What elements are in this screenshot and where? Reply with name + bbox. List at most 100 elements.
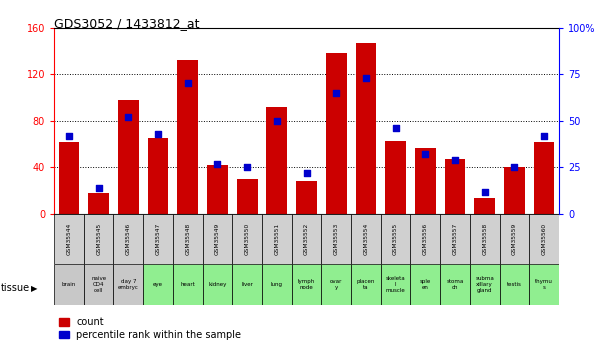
FancyBboxPatch shape — [351, 264, 381, 305]
Text: stoma
ch: stoma ch — [447, 279, 464, 290]
FancyBboxPatch shape — [262, 264, 291, 305]
Text: GSM35545: GSM35545 — [96, 223, 101, 255]
Text: GSM35552: GSM35552 — [304, 223, 309, 255]
Text: lymph
node: lymph node — [298, 279, 315, 290]
Text: subma
xillary
gland: subma xillary gland — [475, 276, 494, 293]
FancyBboxPatch shape — [84, 214, 114, 264]
Text: eye: eye — [153, 282, 163, 287]
Point — [213, 161, 222, 166]
Text: GSM35553: GSM35553 — [334, 223, 339, 255]
Text: testis: testis — [507, 282, 522, 287]
Legend: count, percentile rank within the sample: count, percentile rank within the sample — [59, 317, 242, 340]
FancyBboxPatch shape — [381, 264, 410, 305]
Text: thymu
s: thymu s — [535, 279, 553, 290]
FancyBboxPatch shape — [322, 214, 351, 264]
Point — [539, 133, 549, 138]
Text: GSM35556: GSM35556 — [423, 223, 428, 255]
Point — [153, 131, 163, 137]
FancyBboxPatch shape — [173, 264, 203, 305]
Point — [64, 133, 74, 138]
FancyBboxPatch shape — [54, 214, 84, 264]
Point — [94, 185, 103, 190]
Point — [124, 114, 133, 120]
Point — [421, 151, 430, 157]
Text: liver: liver — [241, 282, 253, 287]
Bar — [385, 140, 406, 214]
FancyBboxPatch shape — [529, 214, 559, 264]
Bar — [534, 142, 555, 214]
FancyBboxPatch shape — [499, 214, 529, 264]
Text: GSM35557: GSM35557 — [453, 223, 457, 255]
FancyBboxPatch shape — [232, 264, 262, 305]
Text: heart: heart — [180, 282, 195, 287]
FancyBboxPatch shape — [291, 214, 322, 264]
Bar — [415, 148, 436, 214]
Text: day 7
embryc: day 7 embryc — [118, 279, 139, 290]
FancyBboxPatch shape — [291, 264, 322, 305]
Text: naive
CD4
cell: naive CD4 cell — [91, 276, 106, 293]
Text: GSM35548: GSM35548 — [185, 223, 191, 255]
FancyBboxPatch shape — [203, 214, 232, 264]
FancyBboxPatch shape — [470, 214, 499, 264]
Point — [272, 118, 282, 124]
FancyBboxPatch shape — [203, 264, 232, 305]
FancyBboxPatch shape — [410, 214, 440, 264]
FancyBboxPatch shape — [84, 264, 114, 305]
Text: sple
en: sple en — [419, 279, 431, 290]
Text: kidney: kidney — [208, 282, 227, 287]
Bar — [445, 159, 465, 214]
FancyBboxPatch shape — [114, 214, 143, 264]
Text: GSM35554: GSM35554 — [364, 223, 368, 255]
Text: GSM35550: GSM35550 — [245, 223, 249, 255]
Point — [331, 90, 341, 96]
Bar — [148, 138, 168, 214]
FancyBboxPatch shape — [440, 214, 470, 264]
Text: GSM35551: GSM35551 — [274, 223, 279, 255]
Bar — [296, 181, 317, 214]
Bar — [207, 165, 228, 214]
Text: tissue: tissue — [1, 283, 30, 293]
FancyBboxPatch shape — [499, 264, 529, 305]
Text: skeleta
l
muscle: skeleta l muscle — [386, 276, 406, 293]
Text: placen
ta: placen ta — [357, 279, 375, 290]
FancyBboxPatch shape — [143, 264, 173, 305]
Text: GSM35549: GSM35549 — [215, 223, 220, 255]
Text: brain: brain — [62, 282, 76, 287]
FancyBboxPatch shape — [114, 264, 143, 305]
Bar — [504, 167, 525, 214]
Text: GSM35555: GSM35555 — [393, 223, 398, 255]
Bar — [88, 193, 109, 214]
Text: GSM35546: GSM35546 — [126, 223, 131, 255]
Text: GSM35544: GSM35544 — [67, 223, 72, 255]
Point — [480, 189, 489, 194]
Text: GSM35560: GSM35560 — [542, 223, 546, 255]
Text: lung: lung — [271, 282, 283, 287]
FancyBboxPatch shape — [470, 264, 499, 305]
Text: GSM35547: GSM35547 — [156, 223, 160, 255]
FancyBboxPatch shape — [262, 214, 291, 264]
Text: ▶: ▶ — [31, 284, 38, 293]
Bar — [266, 107, 287, 214]
FancyBboxPatch shape — [54, 264, 84, 305]
Bar — [326, 53, 347, 214]
Text: GDS3052 / 1433812_at: GDS3052 / 1433812_at — [54, 17, 200, 30]
Text: ovar
y: ovar y — [330, 279, 343, 290]
FancyBboxPatch shape — [173, 214, 203, 264]
FancyBboxPatch shape — [410, 264, 440, 305]
Point — [242, 165, 252, 170]
FancyBboxPatch shape — [529, 264, 559, 305]
FancyBboxPatch shape — [351, 214, 381, 264]
Bar — [356, 43, 376, 214]
Bar — [177, 60, 198, 214]
Text: GSM35559: GSM35559 — [512, 223, 517, 255]
Point — [361, 75, 371, 81]
FancyBboxPatch shape — [381, 214, 410, 264]
Bar — [237, 179, 257, 214]
Point — [391, 126, 400, 131]
Text: GSM35558: GSM35558 — [482, 223, 487, 255]
Bar — [474, 198, 495, 214]
FancyBboxPatch shape — [143, 214, 173, 264]
Bar — [118, 100, 139, 214]
Point — [183, 81, 192, 86]
FancyBboxPatch shape — [232, 214, 262, 264]
